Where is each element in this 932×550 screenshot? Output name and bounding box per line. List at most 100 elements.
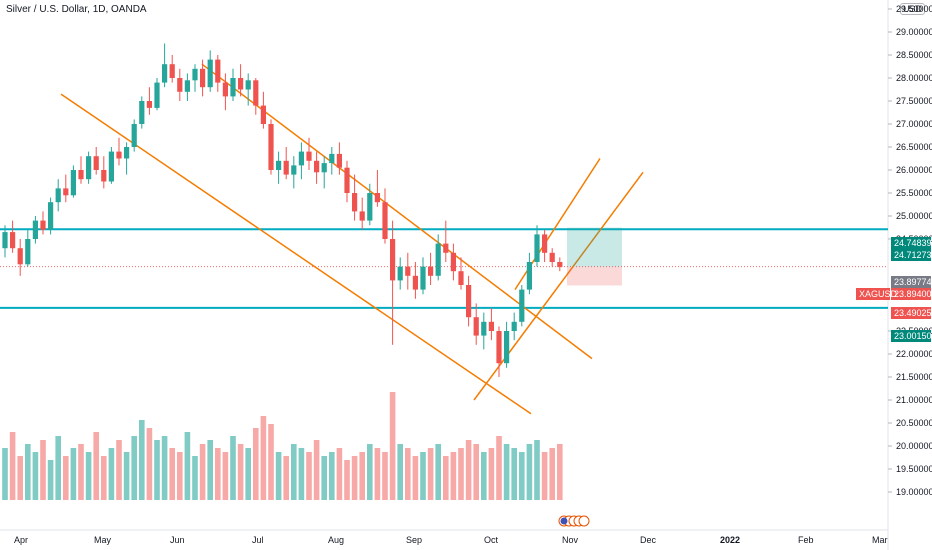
y-tick-label: 26.50000 <box>896 142 932 152</box>
candle-body <box>336 153 342 168</box>
candle-body <box>268 124 274 170</box>
candle-body <box>352 193 358 212</box>
candle-body <box>405 266 411 276</box>
volume-bar <box>17 456 23 500</box>
volume-bar <box>222 452 229 500</box>
candle-body <box>154 82 160 108</box>
trend-channels <box>60 63 644 415</box>
candle-body <box>55 188 61 203</box>
candle-body <box>367 193 373 221</box>
price-tag-label: 23.89774 <box>894 277 932 287</box>
volume-bar <box>78 444 84 500</box>
candle-body <box>549 252 555 262</box>
volume-bar <box>93 432 99 500</box>
candle-body <box>124 147 130 159</box>
volume-bar <box>420 452 426 500</box>
volume-bar <box>382 452 388 500</box>
candle-body <box>146 101 152 108</box>
candle-body <box>466 285 472 318</box>
price-tag-label: 23.00150 <box>894 331 932 341</box>
volume-bar <box>336 448 343 500</box>
volume-bar <box>63 456 69 500</box>
volume-bar <box>32 452 39 500</box>
volume-bar <box>207 440 213 500</box>
volume-bar <box>161 436 168 500</box>
volume-bar <box>260 416 267 500</box>
candle-body <box>542 234 548 253</box>
long-position-tool <box>567 227 622 286</box>
volume-bar <box>101 456 107 500</box>
volume-bar <box>283 456 289 500</box>
candle-body <box>314 160 320 173</box>
candle-body <box>63 188 69 196</box>
candle-body <box>291 165 297 175</box>
channel-line <box>201 63 593 360</box>
candle-body <box>443 243 449 253</box>
x-tick-label: May <box>94 535 112 545</box>
volume-bar <box>306 452 312 500</box>
candle-body <box>504 331 510 364</box>
volume-bar <box>511 448 517 500</box>
volume-bar <box>215 448 221 500</box>
volume-bar <box>526 444 533 500</box>
volume-bar <box>192 456 198 500</box>
x-tick-label: Mar <box>872 535 888 545</box>
price-tag <box>891 330 931 342</box>
candle-body <box>17 248 23 265</box>
volume-bar <box>253 428 259 500</box>
volume-bar <box>146 428 153 500</box>
volume-bar <box>549 448 555 500</box>
position-stop-zone <box>567 266 622 286</box>
candle-body <box>382 202 388 239</box>
volume-bar <box>313 440 320 500</box>
volume-bar <box>47 460 54 500</box>
x-tick-label: Feb <box>798 535 814 545</box>
candle-body <box>435 243 441 276</box>
candle-body <box>534 234 540 262</box>
candle-body <box>276 160 282 170</box>
y-tick-label: 25.50000 <box>896 188 932 198</box>
volume-bar <box>139 420 145 500</box>
price-tag-label: 23.89400 <box>894 289 932 299</box>
candle-body <box>116 151 122 159</box>
flag-icon <box>560 517 568 525</box>
volume-bar <box>40 440 46 500</box>
volume-bar <box>268 424 274 500</box>
y-tick-label: 29.00000 <box>896 27 932 37</box>
volume-bar <box>405 448 411 500</box>
candle-body <box>321 163 327 173</box>
candle-body <box>230 78 236 97</box>
volume-bar <box>85 452 92 500</box>
event-marker <box>578 515 590 527</box>
candle-body <box>306 151 312 161</box>
candle-body <box>481 321 487 336</box>
channel-line <box>60 93 532 415</box>
volume-bar <box>435 444 441 500</box>
candle-body <box>40 220 46 230</box>
symbol-tag <box>856 288 890 300</box>
candle-body <box>496 331 502 364</box>
candle-body <box>222 82 228 97</box>
volume-bar <box>367 444 373 500</box>
volume-bar <box>108 448 115 500</box>
volume-bar <box>55 436 61 500</box>
candle-body <box>139 101 145 124</box>
candle-body <box>253 80 259 106</box>
y-tick-label: 19.00000 <box>896 487 932 497</box>
x-tick-label: Aug <box>328 535 344 545</box>
x-tick-label: Jul <box>252 535 264 545</box>
position-target-zone <box>567 227 622 267</box>
volume-bar <box>359 452 365 500</box>
y-tick-label: 28.00000 <box>896 73 932 83</box>
candle-body <box>2 232 8 249</box>
volume-bar <box>70 448 77 500</box>
price-tag-label: 24.71273 <box>894 250 932 260</box>
currency-badge[interactable]: USD <box>900 3 926 15</box>
candle-body <box>70 170 76 196</box>
volume-bar <box>131 436 137 500</box>
candle-body <box>557 262 563 268</box>
candle-body <box>245 80 251 90</box>
volume-bar <box>2 448 8 500</box>
